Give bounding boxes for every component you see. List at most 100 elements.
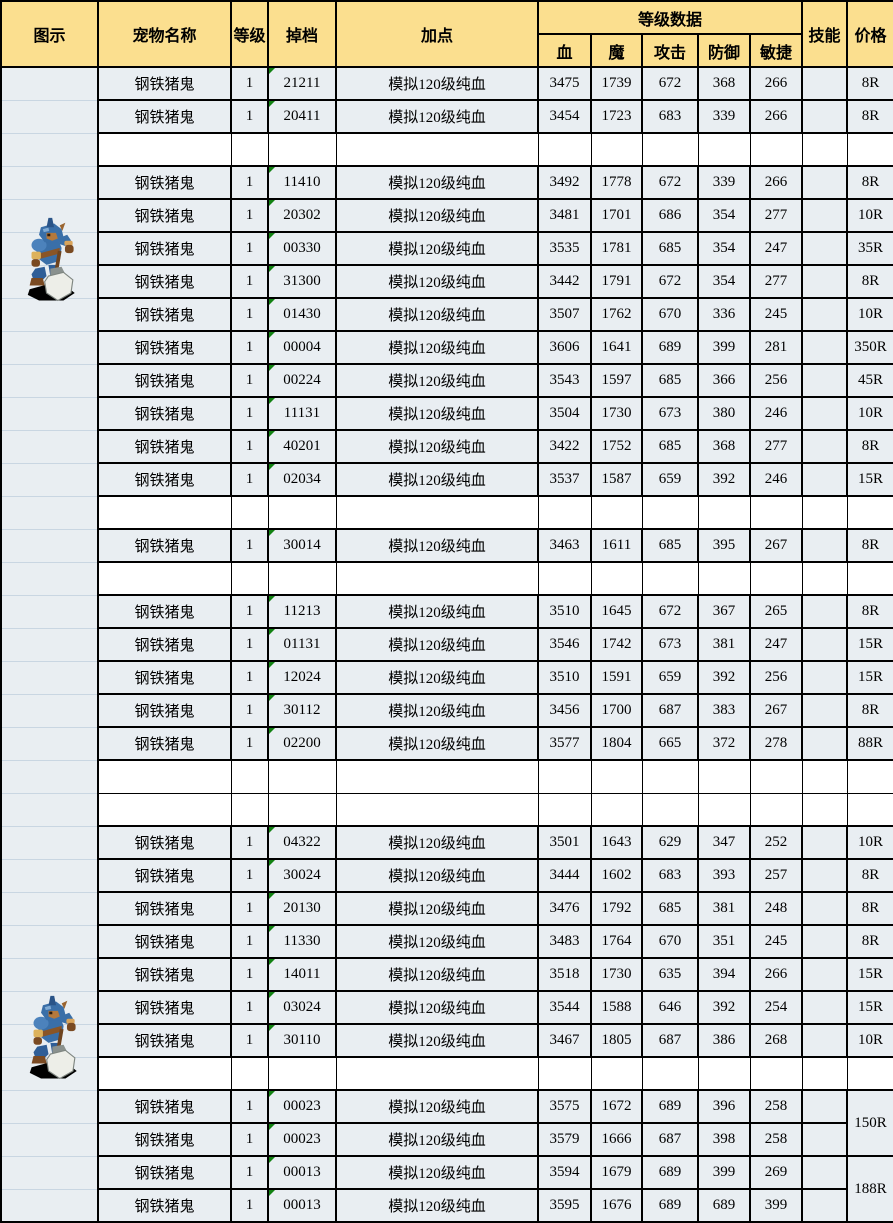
cell-level[interactable] bbox=[230, 759, 269, 794]
cell-pet-name[interactable] bbox=[97, 561, 232, 596]
cell-skill[interactable] bbox=[801, 825, 848, 860]
cell-points[interactable]: 模拟120级纯血 bbox=[335, 726, 539, 761]
cell-points[interactable] bbox=[335, 561, 539, 596]
cell-mp[interactable] bbox=[590, 759, 643, 794]
cell-agility[interactable] bbox=[749, 561, 803, 596]
cell-skill[interactable] bbox=[801, 297, 848, 332]
cell-attack[interactable]: 689 bbox=[641, 330, 699, 365]
cell-level[interactable]: 1 bbox=[230, 363, 269, 398]
cell-pet-name[interactable]: 钢铁猪鬼 bbox=[97, 231, 232, 266]
cell-level[interactable]: 1 bbox=[230, 231, 269, 266]
cell-mp[interactable]: 1588 bbox=[590, 990, 643, 1025]
cell-agility[interactable]: 266 bbox=[749, 66, 803, 101]
col-header-icon[interactable]: 图示 bbox=[0, 0, 99, 68]
cell-attack[interactable]: 659 bbox=[641, 660, 699, 695]
cell-defense[interactable]: 354 bbox=[697, 198, 751, 233]
cell-price[interactable]: 8R bbox=[846, 66, 893, 101]
cell-hp[interactable]: 3577 bbox=[537, 726, 592, 761]
cell-points[interactable] bbox=[335, 132, 539, 167]
cell-mp[interactable] bbox=[590, 792, 643, 827]
cell-drop[interactable]: 02200 bbox=[267, 726, 337, 761]
cell-level[interactable]: 1 bbox=[230, 891, 269, 926]
cell-level[interactable]: 1 bbox=[230, 957, 269, 992]
cell-attack[interactable]: 685 bbox=[641, 891, 699, 926]
cell-attack[interactable]: 672 bbox=[641, 594, 699, 629]
cell-price[interactable]: 15R bbox=[846, 990, 893, 1025]
cell-skill[interactable] bbox=[801, 528, 848, 563]
cell-skill[interactable] bbox=[801, 396, 848, 431]
cell-price[interactable]: 8R bbox=[846, 264, 893, 299]
cell-mp[interactable]: 1611 bbox=[590, 528, 643, 563]
cell-skill[interactable] bbox=[801, 132, 848, 167]
cell-defense[interactable]: 399 bbox=[697, 1155, 751, 1190]
cell-pet-name[interactable]: 钢铁猪鬼 bbox=[97, 528, 232, 563]
cell-hp[interactable]: 3476 bbox=[537, 891, 592, 926]
cell-defense[interactable]: 367 bbox=[697, 594, 751, 629]
cell-agility[interactable]: 247 bbox=[749, 231, 803, 266]
cell-hp[interactable]: 3422 bbox=[537, 429, 592, 464]
cell-agility[interactable]: 254 bbox=[749, 990, 803, 1025]
cell-mp[interactable]: 1591 bbox=[590, 660, 643, 695]
cell-attack[interactable]: 685 bbox=[641, 429, 699, 464]
cell-drop[interactable]: 00330 bbox=[267, 231, 337, 266]
cell-attack[interactable] bbox=[641, 792, 699, 827]
cell-points[interactable]: 模拟120级纯血 bbox=[335, 990, 539, 1025]
cell-attack[interactable]: 689 bbox=[641, 1188, 699, 1223]
cell-price[interactable]: 8R bbox=[846, 165, 893, 200]
cell-hp[interactable] bbox=[537, 1056, 592, 1091]
cell-agility[interactable]: 252 bbox=[749, 825, 803, 860]
cell-points[interactable]: 模拟120级纯血 bbox=[335, 1089, 539, 1124]
cell-agility[interactable]: 277 bbox=[749, 429, 803, 464]
cell-skill[interactable] bbox=[801, 561, 848, 596]
cell-price[interactable] bbox=[846, 495, 893, 530]
cell-price[interactable]: 88R bbox=[846, 726, 893, 761]
cell-attack[interactable]: 683 bbox=[641, 858, 699, 893]
cell-attack[interactable]: 687 bbox=[641, 1122, 699, 1157]
cell-skill[interactable] bbox=[801, 66, 848, 101]
cell-points[interactable]: 模拟120级纯血 bbox=[335, 330, 539, 365]
cell-level[interactable]: 1 bbox=[230, 1155, 269, 1190]
cell-points[interactable]: 模拟120级纯血 bbox=[335, 825, 539, 860]
cell-defense[interactable]: 398 bbox=[697, 1122, 751, 1157]
cell-points[interactable]: 模拟120级纯血 bbox=[335, 429, 539, 464]
col-header-pet-name[interactable]: 宠物名称 bbox=[97, 0, 232, 68]
cell-points[interactable]: 模拟120级纯血 bbox=[335, 1023, 539, 1058]
cell-agility[interactable]: 248 bbox=[749, 891, 803, 926]
cell-defense[interactable]: 366 bbox=[697, 363, 751, 398]
cell-defense[interactable] bbox=[697, 561, 751, 596]
cell-points[interactable]: 模拟120级纯血 bbox=[335, 462, 539, 497]
cell-points[interactable] bbox=[335, 792, 539, 827]
cell-level[interactable]: 1 bbox=[230, 693, 269, 728]
cell-attack[interactable]: 673 bbox=[641, 396, 699, 431]
cell-mp[interactable]: 1791 bbox=[590, 264, 643, 299]
cell-mp[interactable]: 1792 bbox=[590, 891, 643, 926]
cell-price[interactable]: 10R bbox=[846, 297, 893, 332]
cell-skill[interactable] bbox=[801, 1056, 848, 1091]
cell-skill[interactable] bbox=[801, 726, 848, 761]
cell-pet-name[interactable]: 钢铁猪鬼 bbox=[97, 726, 232, 761]
cell-skill[interactable] bbox=[801, 99, 848, 134]
cell-agility[interactable]: 267 bbox=[749, 528, 803, 563]
cell-price[interactable]: 8R bbox=[846, 594, 893, 629]
cell-drop[interactable]: 00013 bbox=[267, 1155, 337, 1190]
cell-level[interactable]: 1 bbox=[230, 594, 269, 629]
cell-points[interactable]: 模拟120级纯血 bbox=[335, 957, 539, 992]
cell-level[interactable]: 1 bbox=[230, 660, 269, 695]
cell-price[interactable]: 10R bbox=[846, 825, 893, 860]
cell-drop[interactable]: 11213 bbox=[267, 594, 337, 629]
cell-pet-name[interactable] bbox=[97, 132, 232, 167]
cell-level[interactable]: 1 bbox=[230, 528, 269, 563]
cell-pet-name[interactable]: 钢铁猪鬼 bbox=[97, 957, 232, 992]
cell-points[interactable]: 模拟120级纯血 bbox=[335, 924, 539, 959]
cell-pet-name[interactable]: 钢铁猪鬼 bbox=[97, 594, 232, 629]
cell-attack[interactable]: 685 bbox=[641, 528, 699, 563]
cell-drop[interactable]: 00224 bbox=[267, 363, 337, 398]
cell-pet-name[interactable]: 钢铁猪鬼 bbox=[97, 627, 232, 662]
cell-points[interactable]: 模拟120级纯血 bbox=[335, 231, 539, 266]
cell-defense[interactable]: 399 bbox=[697, 330, 751, 365]
cell-mp[interactable]: 1701 bbox=[590, 198, 643, 233]
cell-drop[interactable]: 04322 bbox=[267, 825, 337, 860]
cell-level[interactable]: 1 bbox=[230, 726, 269, 761]
cell-price[interactable]: 8R bbox=[846, 429, 893, 464]
cell-drop[interactable] bbox=[267, 759, 337, 794]
